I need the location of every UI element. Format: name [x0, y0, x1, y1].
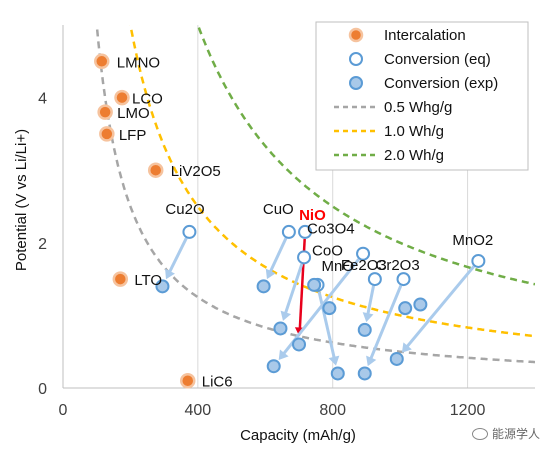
legend-label: 2.0 Wh/g: [384, 147, 444, 164]
point-label: LiV2O5: [171, 163, 221, 180]
conversion-arrow-head: [362, 312, 374, 323]
conversion-arrow: [404, 265, 476, 350]
watermark: 能源学人: [471, 425, 540, 442]
legend-label: Intercalation: [384, 27, 466, 44]
y-axis-title: Potential (V vs Li/Li+): [13, 129, 30, 271]
conversion-exp-point: [330, 366, 345, 381]
conversion-arrow-head: [366, 355, 377, 367]
point-label: LCO: [132, 91, 163, 108]
intercalation-point: [99, 126, 115, 142]
point-label: LMNO: [117, 54, 160, 71]
x-tick-label: 1200: [450, 402, 486, 419]
point-label: Co3O4: [307, 221, 355, 238]
conversion-exp-point: [292, 337, 306, 352]
data-points: [94, 53, 486, 389]
conversion-arrow: [317, 291, 337, 361]
conversion-exp-point: [307, 277, 322, 292]
x-axis-title: Capacity (mAh/g): [240, 427, 356, 444]
conversion-exp-point: [413, 297, 428, 312]
conversion-arrow: [283, 263, 304, 316]
y-tick-label: 0: [38, 381, 47, 398]
conversion-eq-point: [396, 272, 411, 287]
axes: 0 400 800 1200 0 2 4: [38, 25, 535, 419]
conversion-exp-point: [357, 322, 372, 337]
conversion-eq-point: [182, 224, 197, 239]
conversion-eq-point: [471, 253, 486, 268]
intercalation-point: [94, 53, 110, 70]
conversion-exp-point: [322, 301, 337, 316]
x-tick-label: 800: [319, 402, 346, 419]
intercalation-point: [179, 372, 196, 389]
conversion-arrow-head: [280, 310, 292, 321]
conversion-eq-point: [367, 272, 382, 287]
energy-curve: [196, 25, 535, 286]
conversion-arrow-head: [265, 268, 276, 280]
energy-curve: [95, 25, 535, 364]
point-label: Fe2O3: [341, 257, 387, 274]
conversion-arrow-head: [278, 349, 289, 360]
point-label: CuO: [263, 201, 294, 218]
conversion-exp-point: [155, 279, 170, 294]
point-label: LTO: [134, 272, 162, 289]
conversion-arrow-head: [165, 268, 175, 280]
point-label: LFP: [119, 127, 147, 144]
conversion-arrow: [167, 237, 188, 275]
y-tick-label: 2: [38, 236, 47, 253]
point-label: Cr2O3: [376, 257, 420, 274]
point-label: NiO: [299, 207, 326, 224]
conversion-exp-point: [389, 351, 404, 366]
intercalation-point: [112, 271, 129, 287]
point-label: CoO: [312, 242, 343, 259]
conversion-arrow-head: [328, 355, 340, 366]
legend-label: 1.0 Wh/g: [384, 123, 444, 140]
legend-marker: [348, 27, 364, 43]
conversion-arrow: [268, 237, 288, 275]
y-tick-label: 4: [38, 91, 47, 108]
conversion-arrow: [368, 285, 403, 362]
legend-label: 0.5 Whg/g: [384, 99, 452, 116]
energy-curve: [129, 25, 535, 338]
energy-curves: [95, 25, 535, 364]
conversion-eq-point: [298, 224, 313, 239]
conversion-exp-point: [256, 279, 271, 294]
conversion-exp-point: [273, 321, 288, 336]
point-label: MnO2: [452, 232, 493, 249]
point-label: MnO: [322, 258, 355, 275]
point-label: LiC6: [202, 374, 233, 391]
intercalation-point: [114, 89, 130, 106]
legend-marker: [349, 76, 363, 90]
conversion-eq-point: [281, 224, 296, 239]
conversion-exp-point: [398, 301, 413, 316]
conversion-arrow-head: [401, 342, 412, 353]
point-label: LMO: [117, 105, 150, 122]
legend-marker: [349, 52, 363, 66]
x-tick-label: 0: [59, 402, 68, 419]
conversion-arrow: [366, 285, 375, 317]
intercalation-point: [147, 162, 164, 178]
conversion-exp-point: [266, 359, 281, 374]
legend-box: [315, 21, 529, 171]
legend-label: Conversion (eq): [384, 51, 491, 68]
conversion-eq-point: [356, 246, 371, 261]
conversion-exp-point: [357, 366, 372, 381]
conversion-eq-point: [297, 250, 312, 265]
legend: Intercalation Conversion (eq) Conversion (…: [315, 21, 529, 171]
watermark-text: 能源学人: [491, 427, 540, 441]
wechat-icon: [471, 427, 488, 440]
x-tick-label: 400: [185, 402, 212, 419]
point-label: Cu2O: [165, 201, 204, 218]
intercalation-point: [97, 104, 113, 120]
legend-label: Conversion (exp): [384, 75, 498, 92]
